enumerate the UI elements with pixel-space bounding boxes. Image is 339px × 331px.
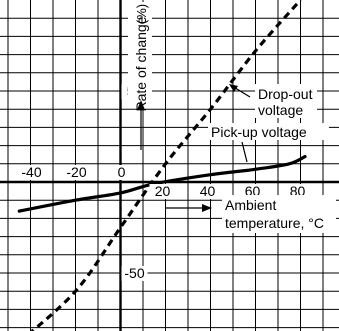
x-tick-label--40: -40 [21,164,41,180]
series-line-pick-up-voltage [17,154,307,213]
x-tick-label-0: 0 [118,164,126,180]
x-tick-label-20: 20 [155,183,171,199]
ylabel-mask [128,2,152,106]
pickup-mask [208,123,329,140]
y-tick-label--50: -50 [124,265,144,281]
x-tick-label-40-mask [194,184,221,199]
dropout-mask [255,84,317,118]
x-tick-label-0-mask [108,165,135,180]
x-tick-label--40-mask [18,165,45,180]
x-axis-label-line1: Ambient [225,197,276,213]
dropout-label-line1: Drop-out [258,86,313,102]
y-tick-label--50-mask [121,266,148,281]
y-axis-label: Rate of change [133,16,149,111]
dropout-leader-head [229,84,238,92]
xlabel-mask [222,195,336,233]
series-layer [17,0,307,331]
x-axis-label-line2: temperature, °C [225,215,324,231]
x-arrow-head [202,204,212,212]
x-tick-label-20-mask [149,184,176,199]
pickup-label: Pick-up voltage [211,124,307,140]
dropout-label-line2: voltage [258,102,303,118]
pickup-leader-line [241,141,248,163]
x-tick-label--20: -20 [66,164,86,180]
y-axis-unit: (%) [134,4,149,24]
series-line-drop-out-voltage [29,0,302,331]
x-tick-label-40: 40 [200,183,216,199]
x-tick-label--20-mask [63,165,90,180]
y-arrow-head [137,100,145,110]
